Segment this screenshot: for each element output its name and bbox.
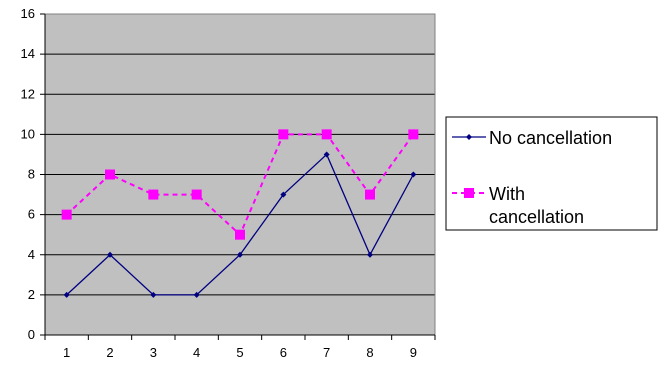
- data-point: [365, 189, 375, 200]
- x-tick-label: 5: [236, 345, 243, 360]
- x-tick-label: 7: [323, 345, 330, 360]
- x-tick-label: 3: [150, 345, 157, 360]
- y-tick-label: 0: [28, 327, 35, 342]
- legend-box: [445, 116, 658, 231]
- legend-label: With: [489, 184, 525, 204]
- data-point: [191, 189, 202, 200]
- data-point: [150, 291, 157, 298]
- x-tick-label: 2: [106, 345, 113, 360]
- data-point: [367, 251, 373, 258]
- data-point: [235, 229, 245, 240]
- data-point: [237, 251, 243, 258]
- x-tick-label: 6: [280, 345, 287, 360]
- y-tick-label: 10: [21, 126, 35, 141]
- legend-entry: No cancellation: [452, 128, 612, 148]
- y-tick-label: 2: [28, 287, 35, 302]
- y-tick-label: 4: [28, 247, 35, 262]
- legend: No cancellation With cancellation: [445, 116, 658, 231]
- axes: [40, 13, 436, 340]
- series-no-cancellation: [63, 151, 417, 298]
- x-tick-labels: 1 2 3 4 5 6 7 8 9: [63, 345, 417, 360]
- legend-label: cancellation: [489, 207, 584, 227]
- data-point: [278, 129, 289, 140]
- y-tick-label: 16: [21, 6, 35, 21]
- data-point: [148, 189, 159, 200]
- x-tick-label: 4: [193, 345, 200, 360]
- y-tick-label: 14: [21, 46, 35, 61]
- y-tick-label: 8: [28, 167, 35, 182]
- legend-entry: With cancellation: [452, 184, 584, 227]
- data-point: [321, 129, 332, 140]
- legend-swatch-marker: [464, 188, 474, 198]
- data-point: [105, 169, 115, 180]
- data-point: [63, 291, 70, 298]
- x-tick-label: 1: [63, 345, 70, 360]
- series-group: [61, 129, 419, 298]
- y-tick-label: 12: [21, 86, 35, 101]
- data-point: [410, 171, 417, 178]
- data-point: [61, 209, 72, 220]
- y-tick-label: 6: [28, 207, 35, 222]
- x-tick-label: 9: [410, 345, 417, 360]
- y-tick-labels: 0 2 4 6 8 10 12 14 16: [21, 6, 35, 342]
- legend-swatch-marker: [466, 134, 472, 140]
- x-tick-label: 8: [366, 345, 373, 360]
- series-with-cancellation: [61, 129, 419, 240]
- legend-label: No cancellation: [489, 128, 612, 148]
- data-point: [408, 129, 419, 140]
- data-point: [280, 191, 287, 198]
- data-point: [323, 151, 330, 158]
- data-point: [193, 291, 200, 298]
- data-point: [107, 251, 113, 258]
